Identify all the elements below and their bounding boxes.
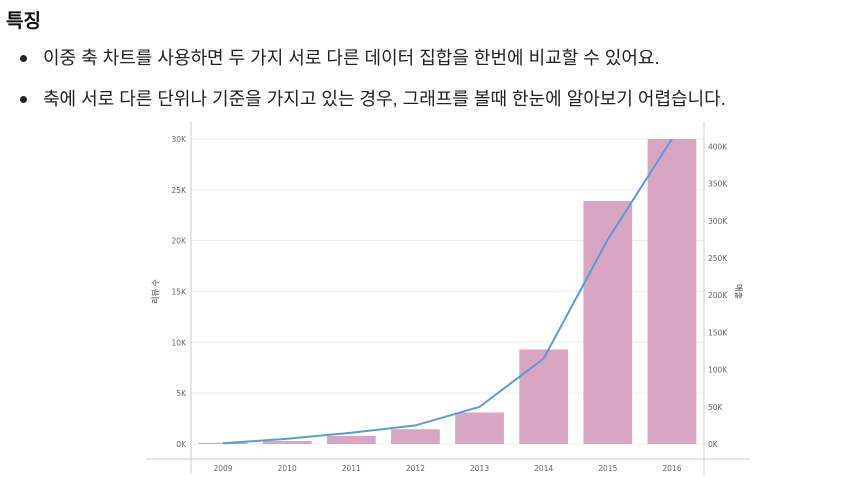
bar	[455, 412, 504, 444]
y-left-tick-label: 30K	[172, 135, 188, 144]
y-right-tick-label: 400K	[708, 142, 728, 151]
y-right-tick-label: 350K	[708, 180, 728, 189]
y-right-tick-label: 50K	[708, 403, 724, 412]
bar	[391, 429, 440, 444]
x-tick-label: 2014	[534, 464, 553, 473]
feature-text: 축에 서로 다른 단위나 기준을 가지고 있는 경우, 그래프를 볼때 한눈에 …	[43, 89, 726, 109]
dual-axis-chart: 0K 5K 10K 15K 20K 25K 30K 0K 50K 100K 150K 200K 250K…	[146, 122, 750, 474]
x-tick-label: 2012	[406, 464, 425, 473]
line-series	[223, 138, 673, 445]
section-heading: 특징	[6, 11, 41, 32]
y-left-tick-label: 20K	[172, 237, 188, 246]
y-right-tick-label: 150K	[708, 328, 728, 337]
y-right-tick-label: 300K	[708, 217, 728, 226]
y-left-tick-label: 0K	[176, 440, 187, 449]
y-right-axis-title: 매출	[734, 284, 744, 299]
x-tick-label: 2013	[470, 464, 489, 473]
bar	[519, 349, 569, 444]
y-left-tick-label: 10K	[172, 338, 188, 347]
x-tick-label: 2009	[214, 464, 233, 473]
x-tick-label: 2010	[278, 464, 297, 473]
axes	[146, 122, 750, 474]
y-right-tick-label: 100K	[708, 366, 728, 375]
bar	[583, 201, 633, 444]
y-right-tick-label: 0K	[708, 440, 719, 449]
x-tick-label: 2011	[342, 464, 361, 473]
y-right-tick-label: 200K	[708, 291, 728, 300]
bar	[262, 440, 312, 444]
y-left-axis-title: 리뷰 수	[151, 279, 160, 304]
y-left-tick-label: 15K	[172, 288, 188, 297]
bar-series	[198, 139, 697, 444]
bullet-dot-icon	[20, 55, 27, 62]
x-tick-label: 2016	[662, 464, 681, 473]
x-tick-label: 2015	[598, 464, 617, 473]
series-line	[223, 138, 673, 445]
feature-text: 이중 축 차트를 사용하면 두 가지 서로 다른 데이터 집합을 한번에 비교할…	[43, 48, 660, 68]
bullet-dot-icon	[20, 96, 27, 103]
y-right-tick-label: 250K	[708, 254, 728, 263]
bar	[326, 435, 376, 444]
tick-labels: 0K 5K 10K 15K 20K 25K 30K 0K 50K 100K 150K 200K 250K…	[151, 135, 744, 473]
bar	[198, 442, 248, 444]
y-left-tick-label: 25K	[172, 186, 188, 195]
bar	[647, 139, 697, 444]
y-left-tick-label: 5K	[176, 389, 187, 398]
